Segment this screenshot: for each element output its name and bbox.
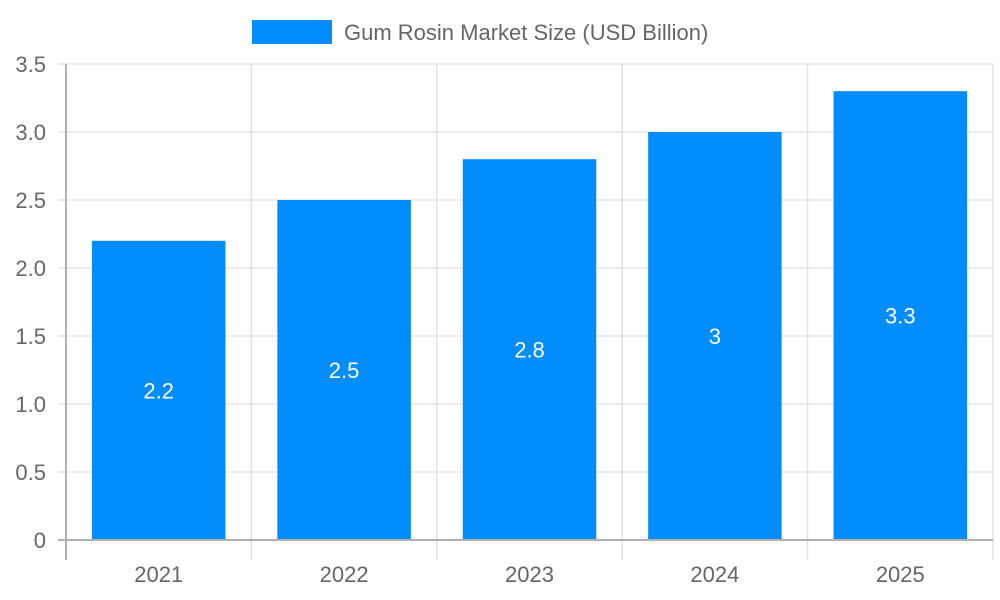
y-tick-label: 1.0: [15, 392, 46, 417]
legend-label: Gum Rosin Market Size (USD Billion): [344, 20, 708, 45]
bar-value-label: 3.3: [885, 304, 916, 329]
y-tick-label: 1.5: [15, 324, 46, 349]
bar-value-label: 2.8: [514, 338, 545, 363]
bar-2021[interactable]: [91, 240, 226, 541]
x-tick-label: 2024: [690, 562, 739, 587]
axes: 0 0.5 1.0 1.5 2.0 2.5 3.0 3.5 2021 2022 2023 2024 20…: [15, 52, 993, 587]
legend-swatch: [252, 20, 332, 44]
bar-2022[interactable]: [277, 200, 411, 540]
x-tick-label: 2021: [134, 562, 183, 587]
legend[interactable]: Gum Rosin Market Size (USD Billion): [252, 20, 708, 45]
bar-value-label: 2.2: [143, 378, 174, 403]
bar-value-label: 2.5: [329, 358, 360, 383]
bars: 2.2 2.5 2.8 3 3.3: [91, 91, 968, 541]
y-tick-label: 0.5: [15, 460, 46, 485]
y-tick-label: 3.0: [15, 120, 46, 145]
y-tick-label: 2.0: [15, 256, 46, 281]
x-tick-label: 2023: [505, 562, 554, 587]
bar-value-label: 3: [709, 324, 721, 349]
x-tick-label: 2022: [320, 562, 369, 587]
bar-2023[interactable]: [462, 159, 597, 540]
y-tick-label: 2.5: [15, 188, 46, 213]
y-tick-label: 0: [34, 528, 46, 553]
bar-2024[interactable]: [648, 132, 782, 540]
bar-2025[interactable]: [833, 91, 968, 540]
x-tick-label: 2025: [876, 562, 925, 587]
y-tick-label: 3.5: [15, 52, 46, 77]
